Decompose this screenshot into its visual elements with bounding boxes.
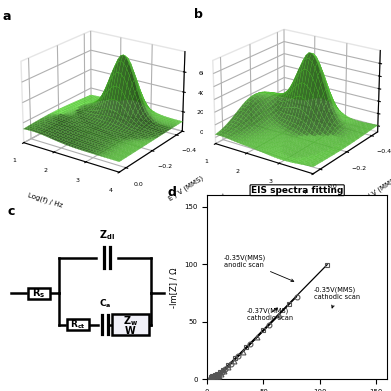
Text: a: a — [3, 10, 11, 23]
Bar — [67, 319, 90, 330]
Bar — [28, 287, 50, 299]
Text: -0.37V(MMS)
cathodic scan: -0.37V(MMS) cathodic scan — [247, 307, 293, 321]
Text: -0.35V(MMS)
anodic scan: -0.35V(MMS) anodic scan — [224, 254, 294, 282]
X-axis label: Log(f) / Hz: Log(f) / Hz — [220, 192, 256, 210]
Text: -0.35V(MMS)
cathodic scan: -0.35V(MMS) cathodic scan — [314, 286, 360, 308]
Y-axis label: -Im[Z] / Ω: -Im[Z] / Ω — [169, 267, 178, 308]
Y-axis label: E / V (MMS): E / V (MMS) — [167, 174, 204, 202]
Text: b: b — [194, 8, 203, 21]
Bar — [112, 314, 149, 335]
Text: $\mathbf{R_{ct}}$: $\mathbf{R_{ct}}$ — [70, 318, 86, 331]
Text: d: d — [168, 186, 176, 199]
Text: $\mathbf{Z_{dl}}$: $\mathbf{Z_{dl}}$ — [99, 228, 115, 242]
X-axis label: Log(f) / Hz: Log(f) / Hz — [27, 191, 64, 208]
Text: c: c — [7, 205, 15, 218]
Y-axis label: E / V (MMS): E / V (MMS) — [362, 176, 391, 203]
Text: $\mathbf{C_a}$: $\mathbf{C_a}$ — [99, 298, 111, 310]
Title: EIS spectra fitting: EIS spectra fitting — [251, 186, 343, 195]
Text: $\mathbf{R_s}$: $\mathbf{R_s}$ — [32, 286, 45, 300]
Text: $\mathbf{W}$: $\mathbf{W}$ — [124, 324, 137, 336]
Text: $\mathbf{Z_w}$: $\mathbf{Z_w}$ — [123, 314, 138, 328]
